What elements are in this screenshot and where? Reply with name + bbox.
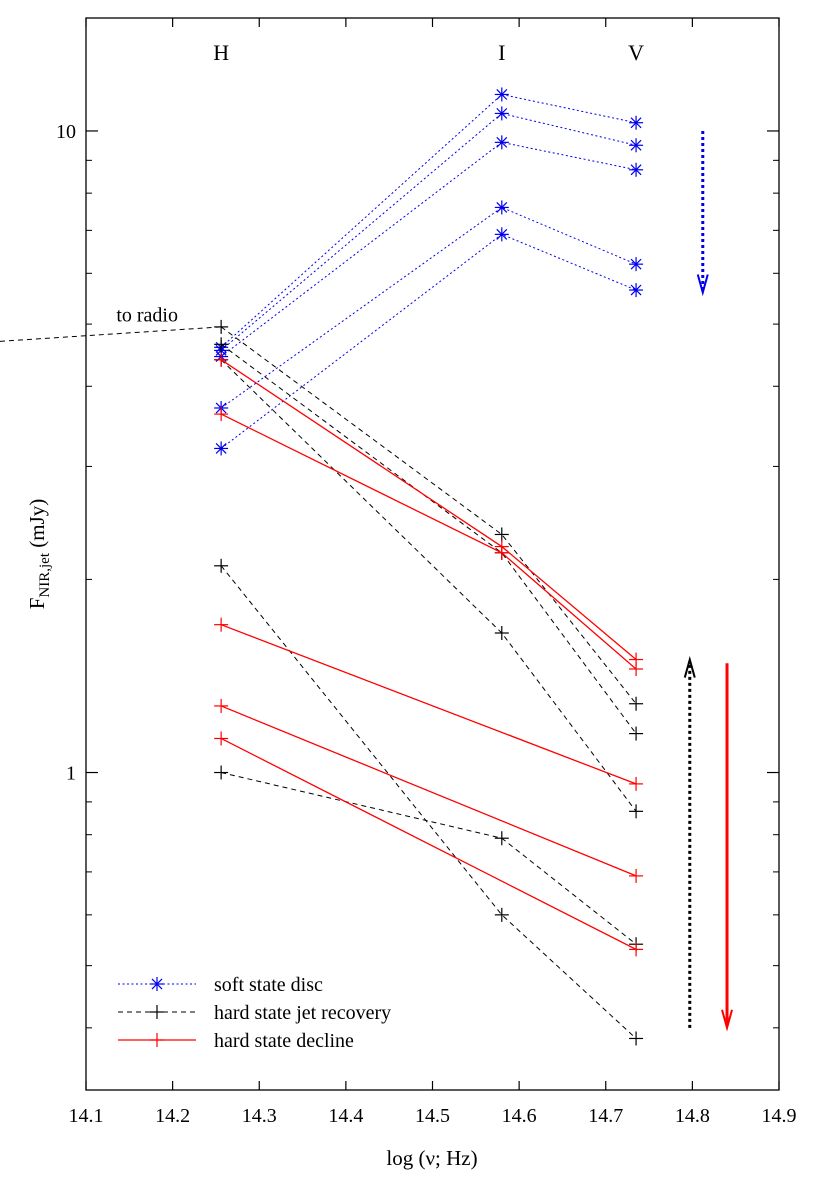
series-line (220, 206, 637, 409)
data-point (214, 337, 229, 352)
data-point (629, 1031, 644, 1046)
series-layer: to radio (0, 87, 644, 1046)
marker-stroke (630, 164, 642, 176)
data-point (214, 319, 229, 334)
blue-dotted-arrow (696, 130, 709, 297)
series-line (220, 737, 637, 950)
series-line (220, 624, 637, 785)
y-axis-title-subscript: NIR,jet (37, 552, 53, 597)
legend-swatch-marker (150, 1033, 164, 1047)
data-point (494, 135, 509, 150)
legend-label: hard state decline (214, 1030, 354, 1052)
marker-stroke (496, 89, 508, 100)
data-point (629, 726, 644, 741)
data-point (494, 227, 509, 242)
y-axis-title-unit: (mJy) (25, 499, 49, 553)
data-point (629, 257, 644, 272)
data-point (629, 942, 644, 957)
data-point (629, 283, 644, 298)
y-axis-title-main: F (25, 598, 49, 610)
to-radio-extension-line (0, 326, 222, 342)
legend-entry-soft-state-disc: soft state disc (118, 974, 323, 996)
arrows-layer (683, 130, 733, 1032)
marker-stroke (630, 284, 642, 296)
data-point (494, 831, 509, 846)
marker-stroke (496, 228, 508, 240)
data-point (214, 407, 229, 422)
marker-stroke (215, 442, 227, 454)
data-point (629, 115, 644, 130)
data-point (214, 441, 229, 456)
series-line (220, 705, 637, 877)
y-tick-label: 10 (56, 121, 76, 143)
series-line (220, 93, 637, 348)
legend-swatch-marker (150, 977, 164, 991)
data-point (494, 106, 509, 121)
x-axis-title: log (ν; Hz) (386, 1146, 477, 1170)
marker-stroke (496, 107, 508, 119)
x-tick-label: 14.2 (155, 1105, 190, 1127)
data-point (629, 804, 644, 819)
data-point (629, 138, 644, 153)
arrow-head (696, 274, 709, 297)
arrow-head (721, 1009, 733, 1032)
x-tick-label: 14.3 (242, 1105, 277, 1127)
arrow-head (683, 655, 696, 678)
legend-label: hard state jet recovery (214, 1002, 391, 1024)
red-solid-arrow (721, 663, 733, 1032)
band-label-v: V (628, 40, 644, 65)
data-point (494, 907, 509, 922)
data-point (629, 868, 644, 883)
data-point (214, 698, 229, 713)
x-tick-label: 14.5 (415, 1105, 450, 1127)
series-line (220, 141, 637, 357)
y-axis-title: FNIR,jet (mJy) (25, 499, 53, 610)
data-point (214, 617, 229, 632)
series-line (220, 112, 637, 351)
series-line (220, 343, 637, 734)
x-tick-label: 14.1 (69, 1105, 104, 1127)
data-point (629, 162, 644, 177)
marker-stroke (630, 139, 642, 151)
black-dotted-arrow (683, 655, 696, 1028)
x-tick-label: 14.8 (675, 1105, 710, 1127)
data-point (494, 87, 509, 102)
data-point (494, 527, 509, 542)
data-point (214, 765, 229, 780)
annotation-to-radio: to radio (116, 304, 178, 326)
marker-stroke (496, 201, 508, 213)
data-point (494, 545, 509, 560)
marker-stroke (151, 978, 163, 990)
data-point (629, 696, 644, 711)
series-hard-state-jet-recovery (214, 319, 644, 1046)
data-point (214, 731, 229, 746)
x-tick-label: 14.4 (328, 1105, 363, 1127)
x-tick-label: 14.7 (588, 1105, 623, 1127)
legend-entry-hard-state-jet-recovery: hard state jet recovery (118, 1002, 391, 1024)
data-point (214, 558, 229, 573)
y-tick-label: 1 (66, 763, 76, 785)
marker-stroke (630, 258, 642, 270)
marker-stroke (630, 117, 642, 129)
data-point (629, 662, 644, 677)
legend-swatch-marker (150, 1005, 164, 1019)
series-hard-state-decline (214, 352, 644, 957)
ticks-layer: 14.1 14.2 14.3 14.4 14.5 14.6 14.7 14.8 14.9 1 10 H… (56, 18, 797, 1127)
x-tick-label: 14.9 (762, 1105, 797, 1127)
data-point (494, 200, 509, 215)
marker-stroke (496, 136, 508, 148)
band-label-i: I (498, 40, 505, 65)
data-point (629, 776, 644, 791)
legend-label: soft state disc (214, 974, 323, 996)
band-label-h: H (213, 40, 229, 65)
data-point (494, 625, 509, 640)
legend: soft state disc hard state jet recovery … (118, 974, 391, 1052)
data-point (214, 352, 229, 367)
legend-entry-hard-state-decline: hard state decline (118, 1030, 354, 1052)
x-tick-label: 14.6 (502, 1105, 537, 1127)
series-line (220, 565, 637, 1039)
